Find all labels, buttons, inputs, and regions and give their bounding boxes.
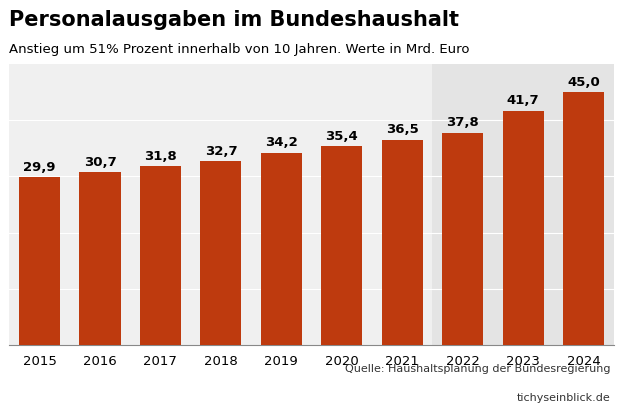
Bar [433,64,614,345]
Text: Quelle: Haushaltsplanung der Bundesregierung: Quelle: Haushaltsplanung der Bundesregie… [345,364,611,374]
Text: Anstieg um 51% Prozent innerhalb von 10 Jahren. Werte in Mrd. Euro: Anstieg um 51% Prozent innerhalb von 10 … [9,43,470,56]
Bar [321,146,362,345]
Bar [79,172,120,345]
Bar [382,140,423,345]
Text: 30,7: 30,7 [84,156,117,169]
Bar [563,92,604,345]
Text: 36,5: 36,5 [386,123,418,136]
Text: 31,8: 31,8 [144,150,177,163]
Text: 32,7: 32,7 [205,145,237,158]
Bar [503,111,544,345]
Bar [19,177,60,345]
Text: 37,8: 37,8 [446,116,479,129]
Text: 45,0: 45,0 [567,76,600,89]
Bar [261,153,302,345]
Bar [140,166,181,345]
Text: Personalausgaben im Bundeshaushalt: Personalausgaben im Bundeshaushalt [9,10,459,30]
Text: 41,7: 41,7 [507,94,539,107]
Text: 34,2: 34,2 [265,136,298,150]
Bar [442,133,483,345]
Text: 29,9: 29,9 [24,161,56,173]
Bar [200,161,241,345]
Text: tichyseinblick.de: tichyseinblick.de [517,393,611,403]
Text: 35,4: 35,4 [326,130,358,142]
